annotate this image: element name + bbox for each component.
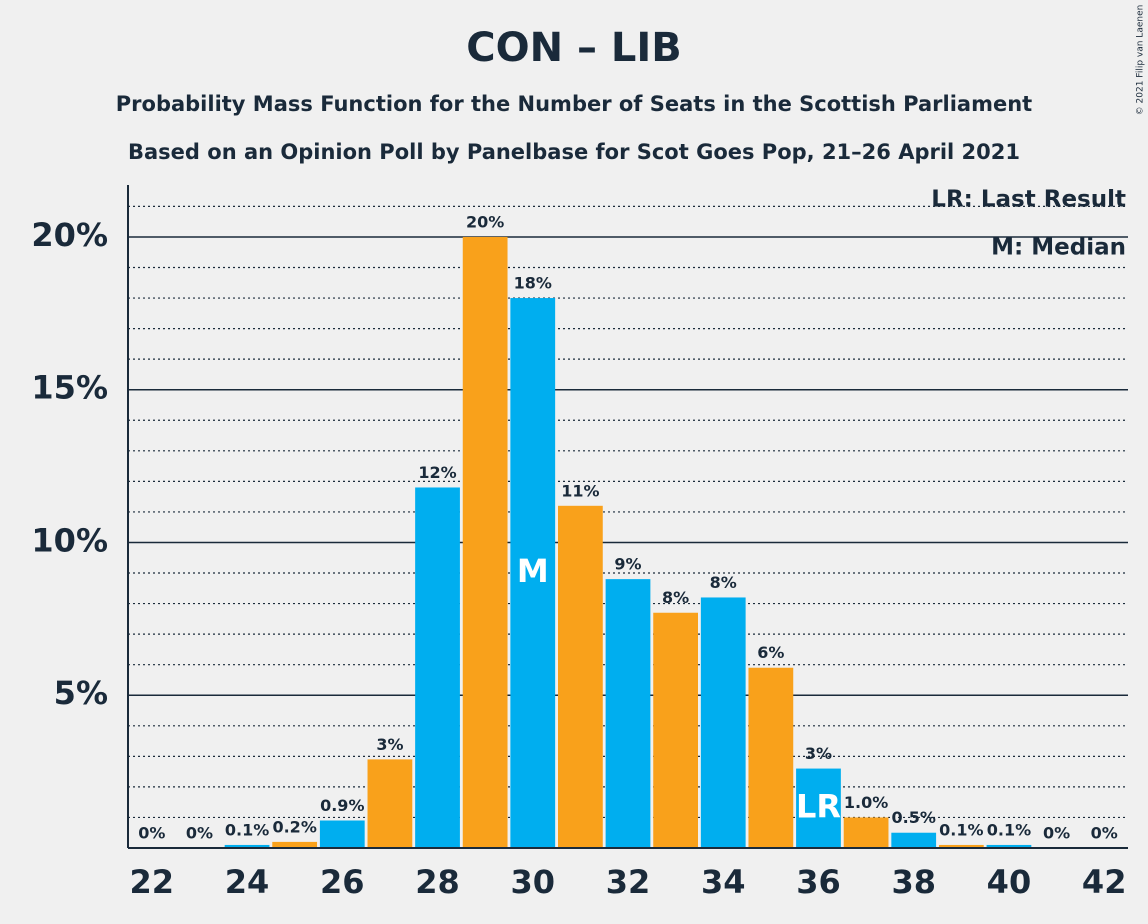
legend-entry: LR: Last Result — [931, 187, 1126, 213]
bar — [510, 298, 556, 848]
legend-entry: M: Median — [991, 235, 1126, 261]
bar — [415, 487, 460, 848]
y-tick-label: 15% — [31, 369, 108, 407]
value-label: 0% — [138, 824, 165, 843]
x-tick-label: 32 — [606, 863, 651, 901]
bar — [796, 768, 841, 848]
y-tick-label: 10% — [31, 521, 108, 559]
value-label: 8% — [662, 588, 689, 607]
chart-subtitle: Based on an Opinion Poll by Panelbase fo… — [128, 140, 1020, 164]
x-tick-label: 28 — [415, 863, 460, 901]
value-label: 18% — [514, 274, 552, 293]
value-label: 6% — [757, 643, 784, 662]
x-tick-label: 40 — [987, 863, 1032, 901]
value-label: 11% — [561, 481, 599, 500]
value-label: 0% — [186, 824, 213, 843]
bar — [843, 817, 889, 848]
x-tick-label: 36 — [796, 863, 841, 901]
value-label: 0.5% — [892, 808, 936, 827]
value-label: 1.0% — [844, 793, 888, 812]
bar — [748, 667, 794, 848]
chart-subtitle: Probability Mass Function for the Number… — [116, 92, 1032, 116]
x-tick-label: 22 — [130, 863, 175, 901]
value-label: 0.1% — [225, 820, 269, 839]
bar — [891, 832, 937, 848]
value-label: 3% — [376, 735, 403, 754]
bar — [558, 505, 603, 848]
value-label: 0% — [1043, 824, 1070, 843]
value-label: 0% — [1091, 824, 1118, 843]
x-tick-label: 26 — [320, 863, 365, 901]
x-tick-label: 30 — [510, 863, 555, 901]
y-tick-label: 5% — [54, 674, 108, 712]
x-tick-label: 24 — [225, 863, 270, 901]
chart-title: CON – LIB — [466, 25, 682, 71]
bar — [938, 844, 984, 848]
x-tick-label: 34 — [701, 863, 746, 901]
bar — [367, 759, 413, 848]
bar — [700, 597, 746, 848]
x-tick-label: 38 — [891, 863, 936, 901]
value-label: 20% — [466, 212, 504, 231]
y-tick-label: 20% — [31, 216, 108, 254]
bar — [653, 612, 698, 848]
value-label: 9% — [614, 555, 641, 574]
bar — [986, 844, 1032, 848]
value-label: 0.1% — [939, 820, 983, 839]
bar — [462, 236, 508, 849]
x-tick-label: 42 — [1082, 863, 1127, 901]
bar — [224, 844, 270, 848]
value-label: 8% — [710, 573, 737, 592]
bar — [272, 841, 318, 848]
value-label: 0.9% — [320, 796, 364, 815]
annotation: M — [517, 552, 549, 590]
value-label: 0.1% — [987, 820, 1031, 839]
bar — [319, 820, 365, 848]
value-label: 3% — [805, 744, 832, 763]
bar — [605, 579, 651, 848]
value-label: 0.2% — [272, 817, 316, 836]
value-label: 12% — [418, 463, 456, 482]
annotation: LR — [796, 787, 841, 825]
copyright: © 2021 Filip van Laenen — [1136, 5, 1146, 116]
